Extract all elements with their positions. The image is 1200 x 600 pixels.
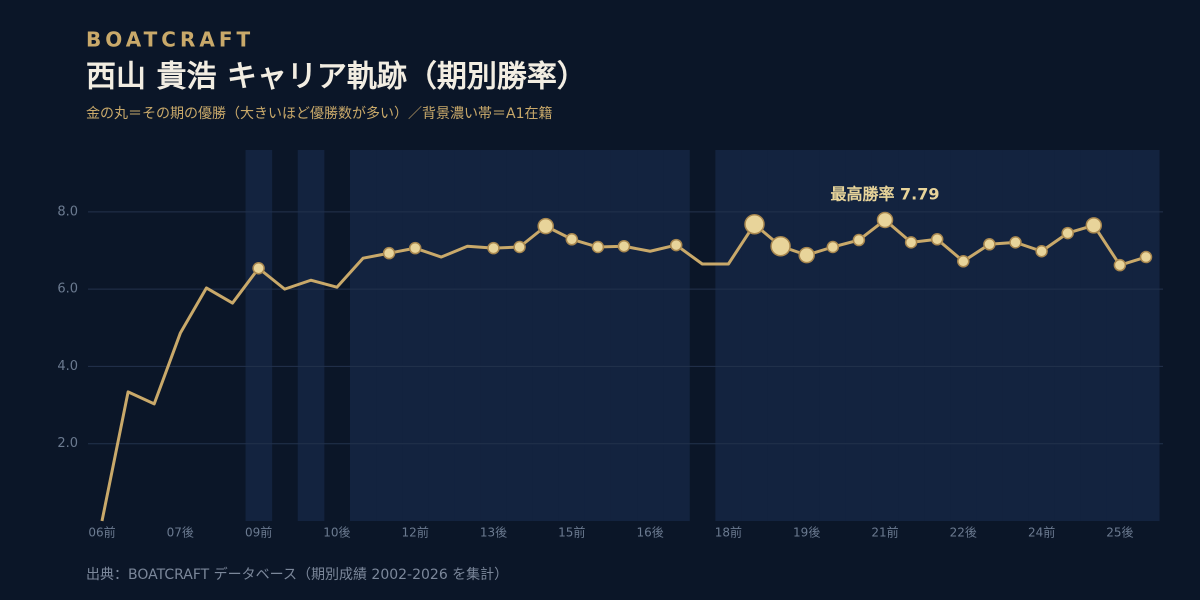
victory-dot [591,240,605,254]
a1-band [610,150,638,521]
victory-dot [487,241,500,255]
x-tick-label: 10後 [323,526,350,540]
victory-dot [1035,245,1048,258]
chart-title: 西山 貴浩 キャリア軌跡（期別勝率） [86,60,587,95]
a1-band [558,150,586,521]
source: 出典：BOATCRAFT データベース（期別成績 2002-2026 を集計） [86,566,508,583]
victory-dot [826,240,840,254]
a1-band [532,150,560,521]
x-tick-label: 24前 [1028,525,1055,540]
a1-band [1106,150,1134,521]
victory-dot [382,246,396,260]
a1-band [428,150,455,521]
victory-dot [1113,258,1127,272]
a1-band [663,150,690,521]
victory-dot [957,255,970,268]
a1-band [454,150,481,521]
a1-band [349,150,377,521]
a1-band [1054,150,1082,521]
victory-dot [876,211,894,229]
victory-dot [983,238,996,251]
a1-band [950,150,977,521]
x-tick-label: 12前 [402,525,429,540]
a1-band [376,150,403,521]
x-tick-label: 18前 [715,525,742,540]
a1-band [506,150,534,521]
a1-band [637,150,664,521]
max-annotation: 最高勝率 7.79 [830,184,939,203]
x-tick-label: 22後 [950,526,977,540]
victory-dot [252,262,265,275]
a1-band [1002,150,1030,521]
y-tick-label: 8.0 [57,204,78,219]
a1-band [1028,150,1056,521]
x-tick-label: 16後 [636,526,663,540]
x-tick-label: 25後 [1106,526,1133,540]
victory-dot [798,246,815,264]
brand: BOATCRAFT [86,28,254,52]
victory-dot [617,239,631,253]
a1-band [1080,150,1108,521]
victory-dot [852,233,866,247]
a1-band [819,150,847,521]
a1-band [402,150,429,521]
x-tick-label: 06前 [88,525,115,540]
a1-band [584,150,612,521]
victory-dot [1139,250,1153,264]
a1-band [898,150,925,521]
victory-dot [408,241,422,255]
x-tick-label: 15前 [558,525,585,540]
subtitle: 金の丸＝その期の優勝（大きいほど優勝数が多い）／背景濃い帯＝A1在籍 [86,105,552,122]
y-tick-label: 4.0 [57,359,78,374]
victory-dot [1085,217,1103,234]
a1-band [715,150,742,521]
a1-band [924,150,951,521]
a1-band [976,150,1003,521]
x-tick-label: 09前 [245,525,272,540]
a1-band [480,150,508,521]
a1-band [297,150,325,521]
victory-dot [744,213,765,235]
victory-dot [1061,226,1074,240]
victory-dot [1009,236,1022,249]
victory-dot [669,238,683,252]
a1-band [793,150,821,521]
x-tick-label: 19後 [793,526,820,540]
a1-band [245,150,273,521]
victory-dot [565,233,579,246]
x-tick-label: 21前 [871,525,898,540]
victory-dot [930,233,944,246]
a1-band [1132,150,1160,521]
victory-dot [904,236,918,249]
victory-dot [513,240,526,254]
x-tick-label: 13後 [480,526,507,540]
x-tick-label: 07後 [167,526,194,540]
a1-band [767,150,795,521]
y-tick-label: 2.0 [57,436,78,451]
a1-band [871,150,899,521]
y-tick-label: 6.0 [57,282,78,297]
victory-dot [537,217,554,235]
victory-dot [770,235,791,257]
a1-band [741,150,769,521]
a1-band [845,150,873,521]
